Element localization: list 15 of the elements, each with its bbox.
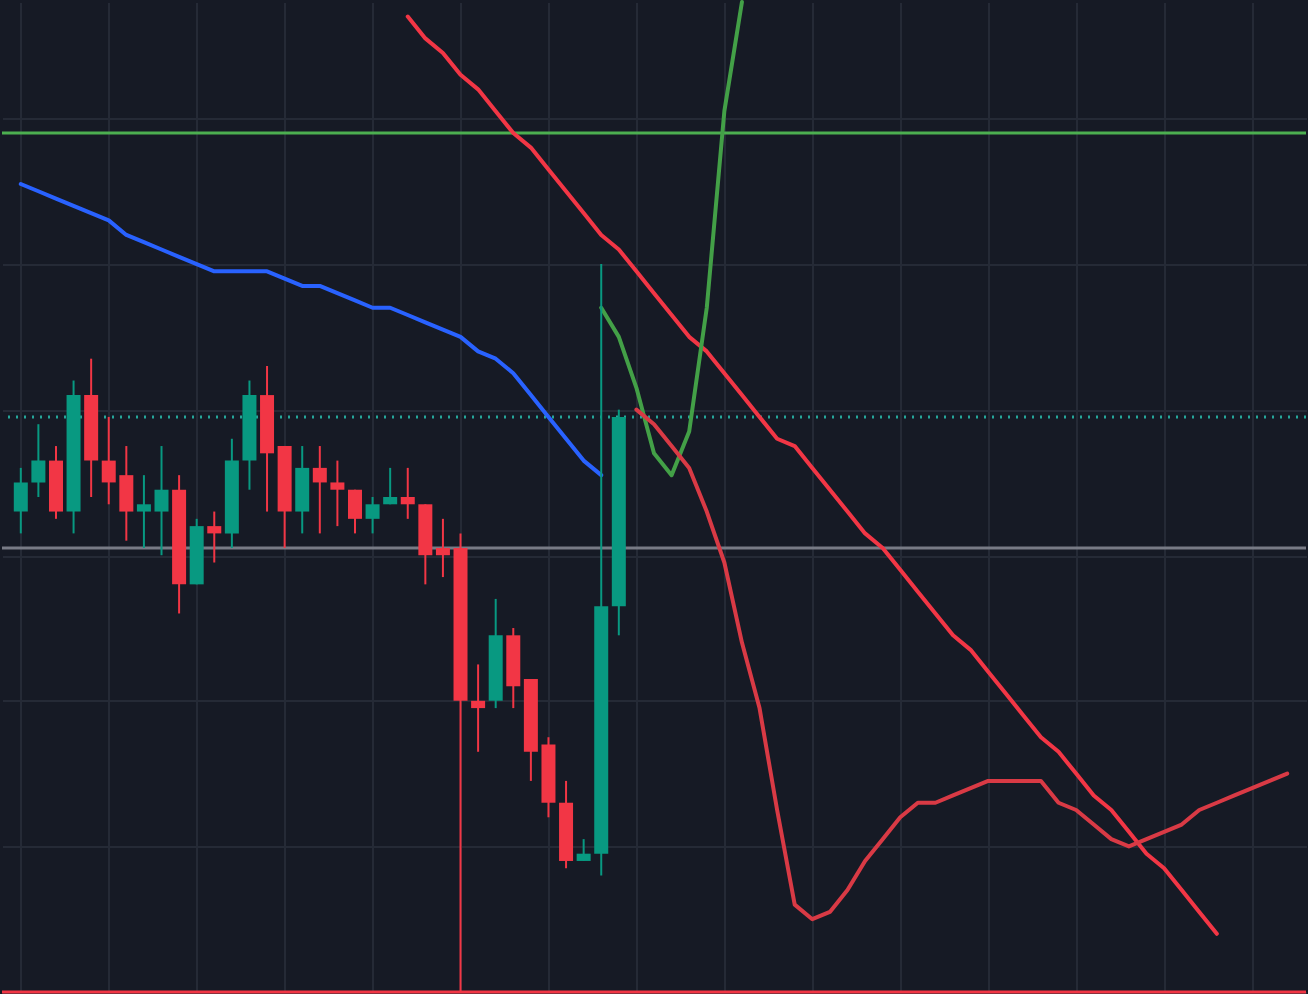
candlestick: [154, 445, 169, 557]
candlestick: [471, 663, 486, 753]
candlestick: [207, 510, 222, 564]
candlestick: [13, 466, 28, 535]
candlestick: [383, 466, 398, 506]
candlestick: [330, 459, 345, 528]
candlestick: [295, 445, 310, 535]
candlestick: [435, 517, 450, 579]
candlestick: [347, 488, 362, 535]
candlestick: [136, 474, 151, 549]
candlestick: [400, 466, 415, 520]
candlestick: [312, 445, 327, 535]
candlestick: [365, 496, 380, 535]
candlestick: [31, 423, 46, 498]
candlestick: [576, 838, 591, 862]
